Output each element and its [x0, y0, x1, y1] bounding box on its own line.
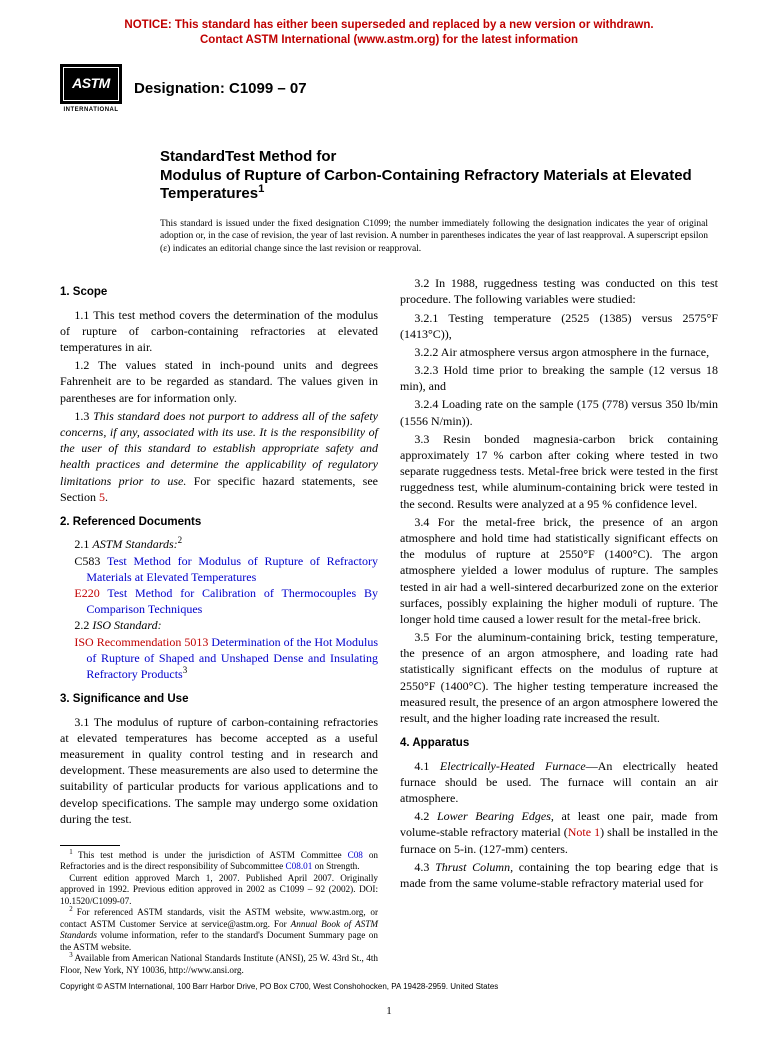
footnote-3: 3 Available from American National Stand… [60, 953, 378, 976]
designation: Designation: C1099 – 07 [134, 79, 307, 99]
r3a[interactable]: ISO Recommendation 5013 [74, 635, 211, 649]
para-3-2-2: 3.2.2 Air atmosphere versus argon atmosp… [400, 344, 718, 360]
p43b: Thrust Column, [435, 860, 513, 874]
title-text: Modulus of Rupture of Carbon-Containing … [160, 167, 692, 203]
para-3-3: 3.3 Resin bonded magnesia-carbon brick c… [400, 431, 718, 512]
s2s1a: 2.1 [74, 537, 92, 551]
s2s2b: ISO Standard: [92, 618, 161, 632]
committee-c08-link[interactable]: C08 [348, 850, 363, 860]
ref-iso5013: ISO Recommendation 5013 Determination of… [86, 634, 378, 683]
footnotes-rule [60, 845, 120, 846]
s2s2a: 2.2 [74, 618, 92, 632]
para-1-3: 1.3 This standard does not purport to ad… [60, 408, 378, 505]
title-line2: Modulus of Rupture of Carbon-Containing … [160, 167, 718, 205]
f2c: volume information, refer to the standar… [60, 930, 378, 952]
para-3-1: 3.1 The modulus of rupture of carbon-con… [60, 714, 378, 827]
footnote-2: 2 For referenced ASTM standards, visit t… [60, 907, 378, 953]
page-number: 1 [0, 1004, 778, 1019]
para-1-2: 1.2 The values stated in inch-pound unit… [60, 357, 378, 406]
p41b: Electrically-Heated Furnace [440, 759, 586, 773]
para-3-5: 3.5 For the aluminum-containing brick, t… [400, 629, 718, 726]
r2a[interactable]: E220 [74, 586, 107, 600]
para-4-1: 4.1 Electrically-Heated Furnace—An elect… [400, 758, 718, 807]
para-4-2: 4.2 Lower Bearing Edges, at least one pa… [400, 808, 718, 857]
section-2-head: 2. Referenced Documents [60, 515, 378, 531]
r3sup: 3 [183, 665, 188, 675]
ref-e220-link[interactable]: Test Method for Calibration of Thermocou… [86, 586, 378, 616]
title-line1: StandardTest Method for [160, 148, 718, 167]
s2s1sup: 2 [178, 535, 183, 545]
para-4-3: 4.3 Thrust Column, containing the top be… [400, 859, 718, 891]
section-3-head: 3. Significance and Use [60, 692, 378, 708]
copyright: Copyright © ASTM International, 100 Barr… [60, 982, 498, 993]
issuance-note: This standard is issued under the fixed … [160, 218, 718, 255]
p43a: 4.3 [414, 860, 435, 874]
p42a: 4.2 [414, 809, 437, 823]
section-1-head: 1. Scope [60, 285, 378, 301]
logo-mark: ASTM [60, 64, 122, 104]
title-block: StandardTest Method for Modulus of Ruptu… [160, 148, 718, 204]
ref-c583-link[interactable]: Test Method for Modulus of Rupture of Re… [86, 554, 378, 584]
notice-banner: NOTICE: This standard has either been su… [60, 18, 718, 48]
s2s1b: ASTM Standards: [92, 537, 177, 551]
para-3-2-1: 3.2.1 Testing temperature (2525 (1385) v… [400, 310, 718, 342]
para-3-2-3: 3.2.3 Hold time prior to breaking the sa… [400, 362, 718, 394]
footnote-1b: Current edition approved March 1, 2007. … [60, 873, 378, 908]
para-1-1: 1.1 This test method covers the determin… [60, 307, 378, 356]
logo-text-top: ASTM [72, 74, 110, 93]
note-1-link[interactable]: Note 1 [568, 825, 600, 839]
ref-c583: C583 Test Method for Modulus of Rupture … [86, 553, 378, 585]
para-3-2: 3.2 In 1988, ruggedness testing was cond… [400, 275, 718, 307]
p13d: . [105, 490, 108, 504]
notice-line2: Contact ASTM International (www.astm.org… [200, 34, 578, 46]
ref-e220: E220 Test Method for Calibration of Ther… [86, 585, 378, 617]
header-row: ASTM INTERNATIONAL Designation: C1099 – … [60, 60, 718, 118]
para-3-2-4: 3.2.4 Loading rate on the sample (175 (7… [400, 396, 718, 428]
footnotes-block: 1 This test method is under the jurisdic… [60, 845, 378, 977]
section-4-head: 4. Apparatus [400, 736, 718, 752]
subcommittee-c0801-link[interactable]: C08.01 [286, 861, 313, 871]
sub-2-2: 2.2 ISO Standard: [60, 617, 378, 633]
p41a: 4.1 [414, 759, 440, 773]
p42b: Lower Bearing Edges, [437, 809, 554, 823]
r1a: C583 [74, 554, 107, 568]
astm-logo: ASTM INTERNATIONAL [60, 60, 122, 118]
notice-line1: NOTICE: This standard has either been su… [124, 19, 653, 31]
document-page: NOTICE: This standard has either been su… [0, 0, 778, 1041]
f1a: This test method is under the jurisdicti… [78, 850, 348, 860]
sub-2-1: 2.1 ASTM Standards:2 [60, 536, 378, 552]
p13a: 1.3 [74, 409, 93, 423]
logo-text-bottom: INTERNATIONAL [63, 106, 118, 114]
title-sup: 1 [258, 183, 264, 195]
f3: Available from American National Standar… [60, 953, 378, 975]
para-3-4: 3.4 For the metal-free brick, the presen… [400, 514, 718, 627]
body-columns: 1. Scope 1.1 This test method covers the… [60, 275, 718, 976]
footnote-1: 1 This test method is under the jurisdic… [60, 850, 378, 873]
f1c: on Strength. [312, 861, 359, 871]
